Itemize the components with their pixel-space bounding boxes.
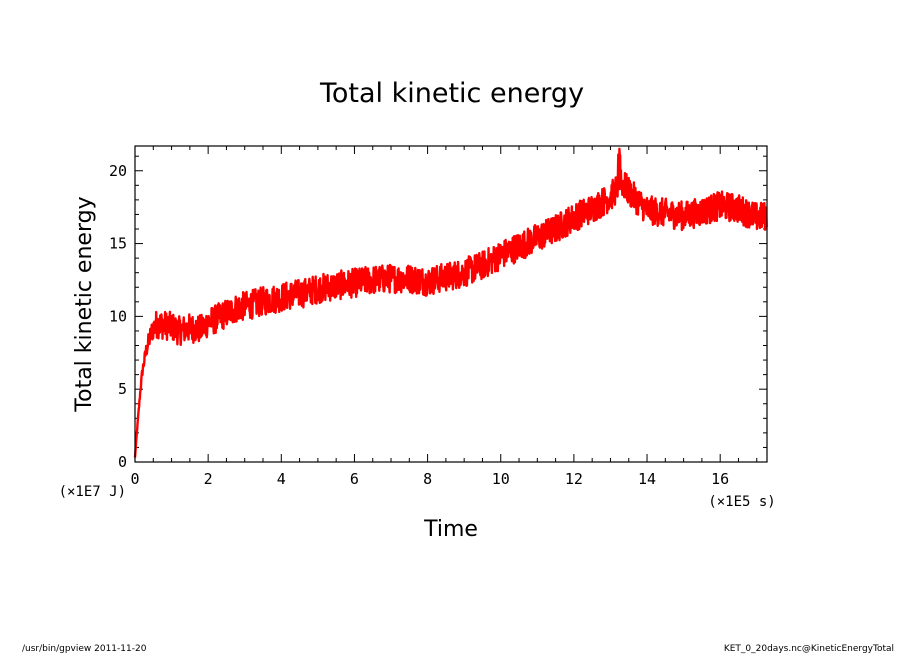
x-tick-label: 12 xyxy=(565,470,583,488)
y-unit-label: (×1E7 J) xyxy=(59,484,126,500)
footer-right: KET_0_20days.nc@KineticEnergyTotal xyxy=(724,644,894,654)
x-unit-label: (×1E5 s) xyxy=(708,494,775,510)
y-axis-label: Total kinetic energy xyxy=(72,196,97,412)
footer-left: /usr/bin/gpview 2011-11-20 xyxy=(22,644,147,654)
x-tick-label: 8 xyxy=(423,470,432,488)
x-tick-label: 10 xyxy=(492,470,510,488)
x-tick-label: 2 xyxy=(204,470,213,488)
y-tick-label: 15 xyxy=(109,235,127,253)
series-line xyxy=(133,147,769,458)
x-tick-label: 0 xyxy=(130,470,139,488)
x-tick-label: 16 xyxy=(711,470,729,488)
y-tick-label: 20 xyxy=(109,162,127,180)
plot-frame xyxy=(134,145,768,463)
y-tick-label: 10 xyxy=(109,307,127,325)
x-tick-label: 14 xyxy=(638,470,656,488)
x-axis-label: Time xyxy=(423,517,478,542)
tick-labels: 0 2 4 6 8 10 12 14 16 0 5 10 15 20 xyxy=(109,162,729,488)
y-tick-label: 5 xyxy=(118,380,127,398)
x-tick-label: 4 xyxy=(277,470,286,488)
chart-title: Total kinetic energy xyxy=(319,78,584,109)
y-tick-label: 0 xyxy=(118,453,127,471)
x-tick-label: 6 xyxy=(350,470,359,488)
